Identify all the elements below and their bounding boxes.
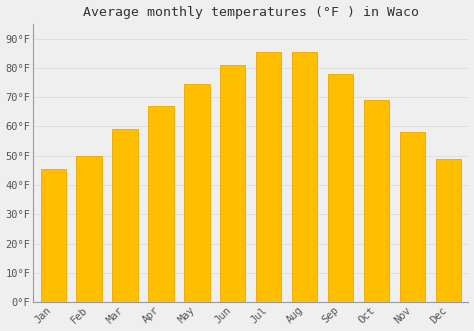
Bar [256, 52, 282, 302]
Bar [148, 106, 173, 302]
Bar [112, 129, 137, 302]
Bar [220, 65, 246, 302]
Bar [328, 74, 354, 302]
Bar [40, 169, 66, 302]
Bar [364, 100, 389, 302]
Bar [400, 132, 425, 302]
Bar [292, 52, 318, 302]
Title: Average monthly temperatures (°F ) in Waco: Average monthly temperatures (°F ) in Wa… [83, 6, 419, 19]
Bar [76, 156, 101, 302]
Bar [436, 159, 461, 302]
Bar [184, 84, 210, 302]
